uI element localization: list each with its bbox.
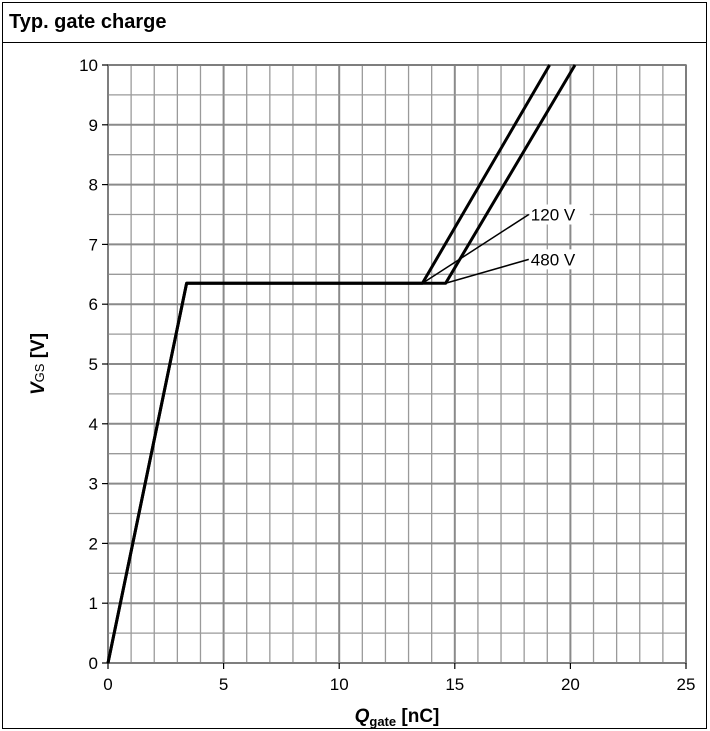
y-tick-label: 1 — [89, 594, 98, 613]
annotation-bg — [529, 249, 590, 270]
y-tick-label: 7 — [89, 235, 98, 254]
x-tick-label: 25 — [677, 675, 696, 694]
x-tick-label: 20 — [561, 675, 580, 694]
y-tick-label: 2 — [89, 534, 98, 553]
x-tick-label: 10 — [330, 675, 349, 694]
y-tick-label: 6 — [89, 295, 98, 314]
y-tick-label: 5 — [89, 355, 98, 374]
series-line-480v — [106, 64, 577, 664]
annotation-label: 120 V — [531, 206, 576, 225]
annotation-leader — [422, 213, 530, 284]
x-tick-label: 15 — [445, 675, 464, 694]
annotation-bg — [529, 204, 590, 225]
x-axis-label: Qgate [nC] — [355, 706, 440, 729]
title-bar: Typ. gate charge — [3, 3, 706, 43]
y-tick-label: 9 — [89, 116, 98, 135]
y-tick-label: 4 — [89, 415, 98, 434]
y-tick-label: 10 — [79, 56, 98, 75]
chart-title: Typ. gate charge — [9, 11, 167, 33]
annotation-label: 480 V — [531, 250, 576, 269]
x-tick-label: 0 — [103, 675, 112, 694]
x-tick-label: 5 — [219, 675, 228, 694]
y-axis-label: VGS [V] — [28, 333, 49, 395]
y-tick-label: 3 — [89, 475, 98, 494]
y-tick-label: 8 — [89, 176, 98, 195]
y-tick-label: 0 — [89, 654, 98, 673]
annotation-leader — [445, 258, 529, 284]
